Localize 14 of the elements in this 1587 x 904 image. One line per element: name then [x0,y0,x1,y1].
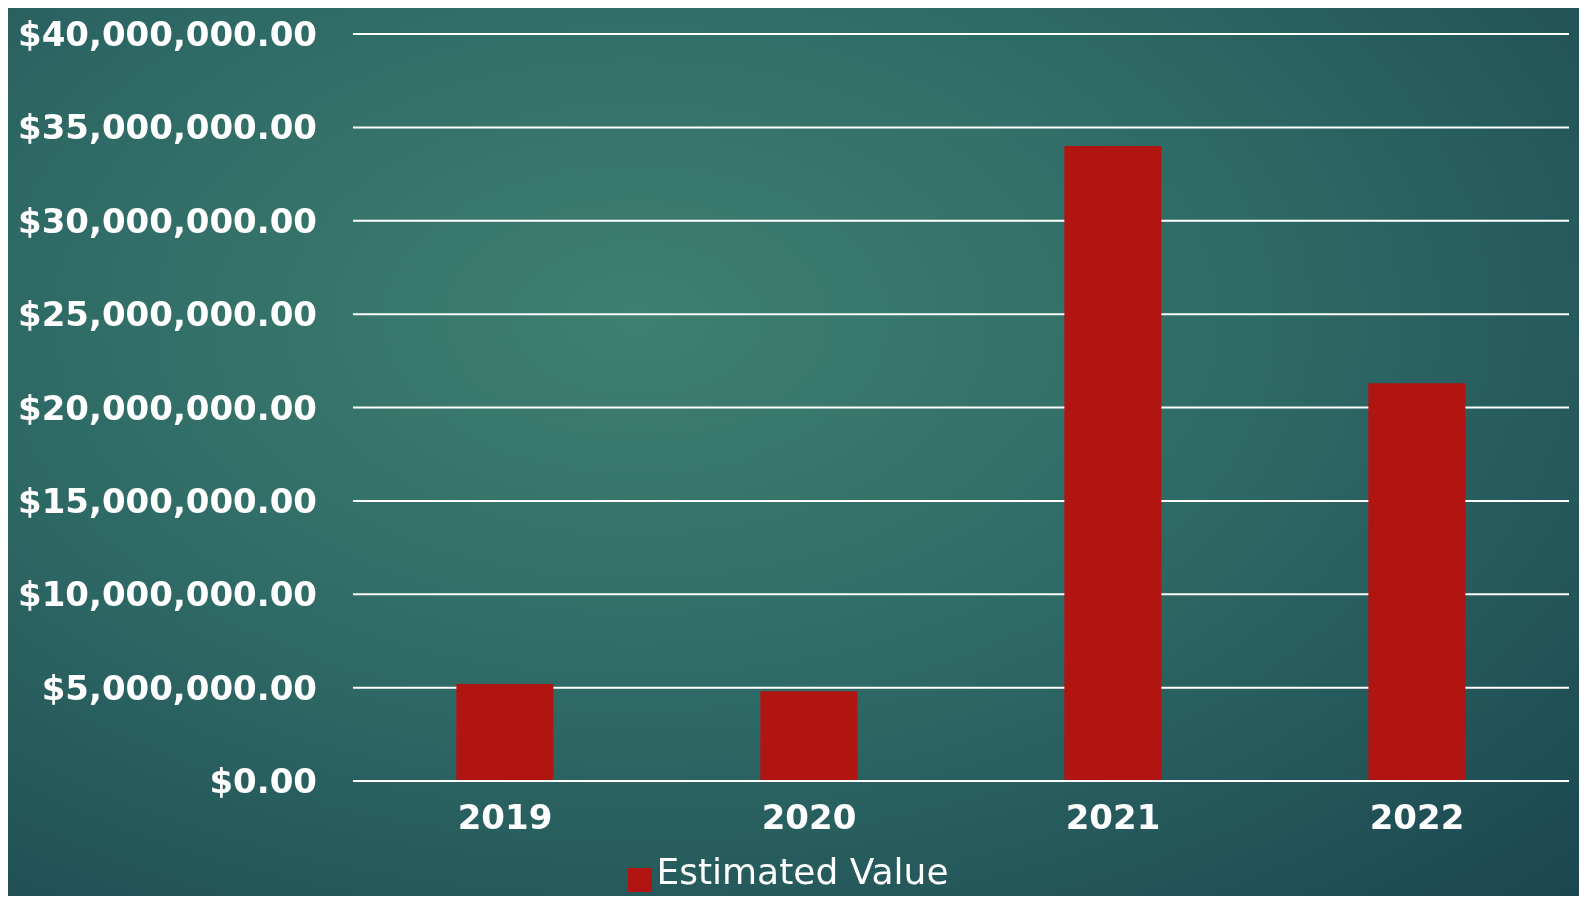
x-tick-label: 2020 [761,797,857,838]
y-tick-label: $0.00 [209,761,317,802]
y-tick-label: $40,000,000.00 [18,14,317,55]
x-tick-label: 2021 [1065,797,1161,838]
y-tick-label: $30,000,000.00 [18,200,317,241]
y-tick-label: $25,000,000.00 [18,294,317,335]
y-tick-label: $10,000,000.00 [18,574,317,615]
y-tick-label: $5,000,000.00 [41,667,317,708]
y-tick-label: $35,000,000.00 [18,107,317,148]
legend-label: Estimated Value [656,851,949,892]
x-tick-label: 2019 [457,797,553,838]
y-tick-label: $15,000,000.00 [18,480,317,521]
x-tick-label: 2022 [1369,797,1465,838]
y-tick-label: $20,000,000.00 [18,387,317,428]
